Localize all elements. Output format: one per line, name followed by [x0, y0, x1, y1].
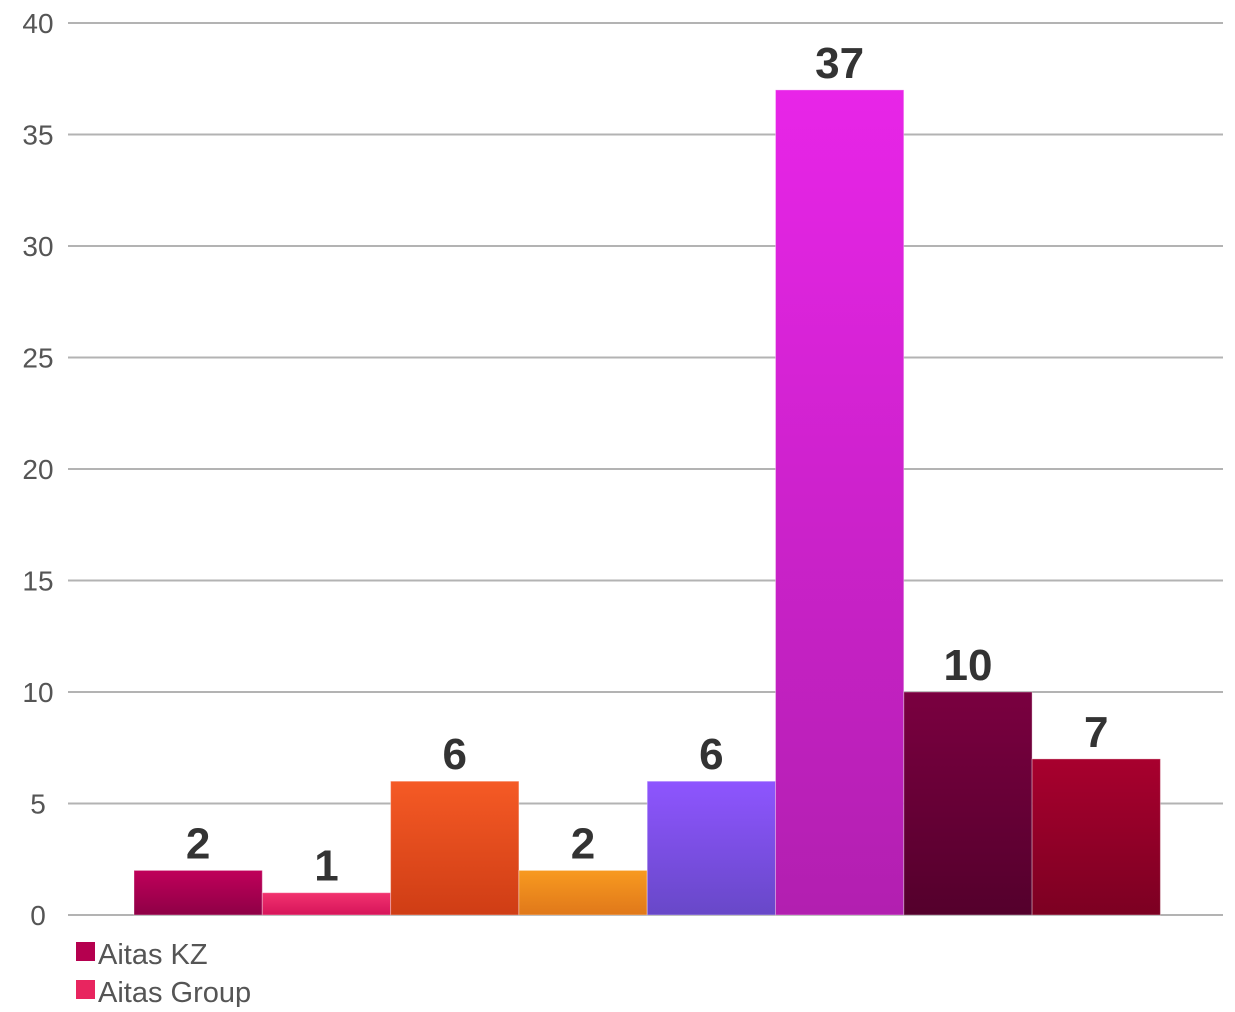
data-label: 2	[186, 819, 210, 868]
legend: Aitas KZ Aitas Group	[76, 939, 251, 1009]
data-label: 7	[1084, 708, 1108, 757]
bar	[646, 780, 777, 916]
y-tick-label: 5	[30, 789, 46, 820]
data-label: 37	[815, 39, 864, 88]
bar	[261, 892, 392, 916]
y-tick-label: 40	[22, 8, 53, 39]
data-label: 1	[314, 842, 338, 891]
bar	[903, 691, 1033, 916]
y-tick-label: 25	[22, 343, 53, 374]
y-tick-label: 15	[22, 566, 53, 597]
legend-label: Aitas KZ	[98, 939, 208, 971]
y-axis-tick-labels: 0 5 10 15 20 25 30 35 40	[22, 8, 53, 931]
y-tick-label: 10	[22, 677, 53, 708]
bars	[133, 89, 1161, 916]
bar	[1031, 758, 1161, 916]
y-tick-label: 20	[22, 454, 53, 485]
data-label: 2	[571, 819, 595, 868]
y-tick-label: 0	[30, 900, 46, 931]
data-label: 6	[699, 730, 723, 779]
data-label: 6	[443, 730, 467, 779]
bar	[775, 89, 905, 916]
gridlines	[68, 22, 1223, 916]
legend-label: Aitas Group	[98, 977, 251, 1007]
bar	[518, 869, 648, 916]
data-labels: 2 1 6 2 6 37 10 7	[186, 39, 1109, 891]
legend-swatch	[76, 980, 95, 999]
legend-swatch	[76, 942, 95, 961]
data-label: 10	[943, 641, 992, 690]
bar	[390, 780, 520, 916]
y-tick-label: 35	[22, 120, 53, 151]
y-tick-label: 30	[22, 231, 53, 262]
bar	[133, 869, 263, 916]
